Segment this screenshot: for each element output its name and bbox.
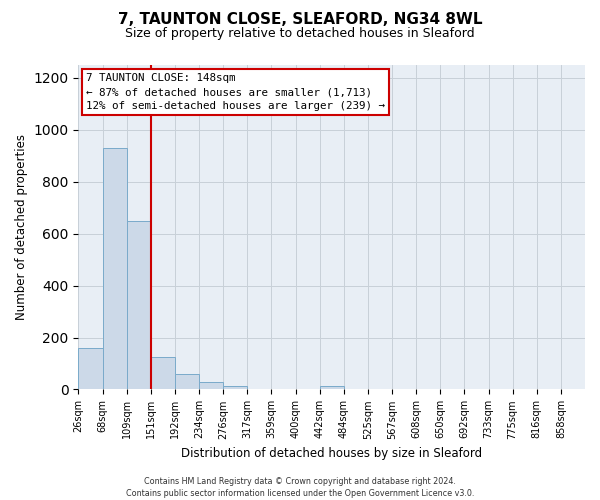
X-axis label: Distribution of detached houses by size in Sleaford: Distribution of detached houses by size …	[181, 447, 482, 460]
Text: 7 TAUNTON CLOSE: 148sqm
← 87% of detached houses are smaller (1,713)
12% of semi: 7 TAUNTON CLOSE: 148sqm ← 87% of detache…	[86, 73, 385, 111]
Bar	[103, 148, 127, 390]
Text: Size of property relative to detached houses in Sleaford: Size of property relative to detached ho…	[125, 28, 475, 40]
Y-axis label: Number of detached properties: Number of detached properties	[15, 134, 28, 320]
Bar	[151, 357, 175, 390]
Bar	[320, 386, 344, 390]
Bar	[223, 386, 247, 390]
Bar	[175, 374, 199, 390]
Text: 7, TAUNTON CLOSE, SLEAFORD, NG34 8WL: 7, TAUNTON CLOSE, SLEAFORD, NG34 8WL	[118, 12, 482, 28]
Bar	[79, 348, 103, 390]
Bar	[199, 382, 223, 390]
Bar	[127, 220, 151, 390]
Text: Contains HM Land Registry data © Crown copyright and database right 2024.
Contai: Contains HM Land Registry data © Crown c…	[126, 476, 474, 498]
